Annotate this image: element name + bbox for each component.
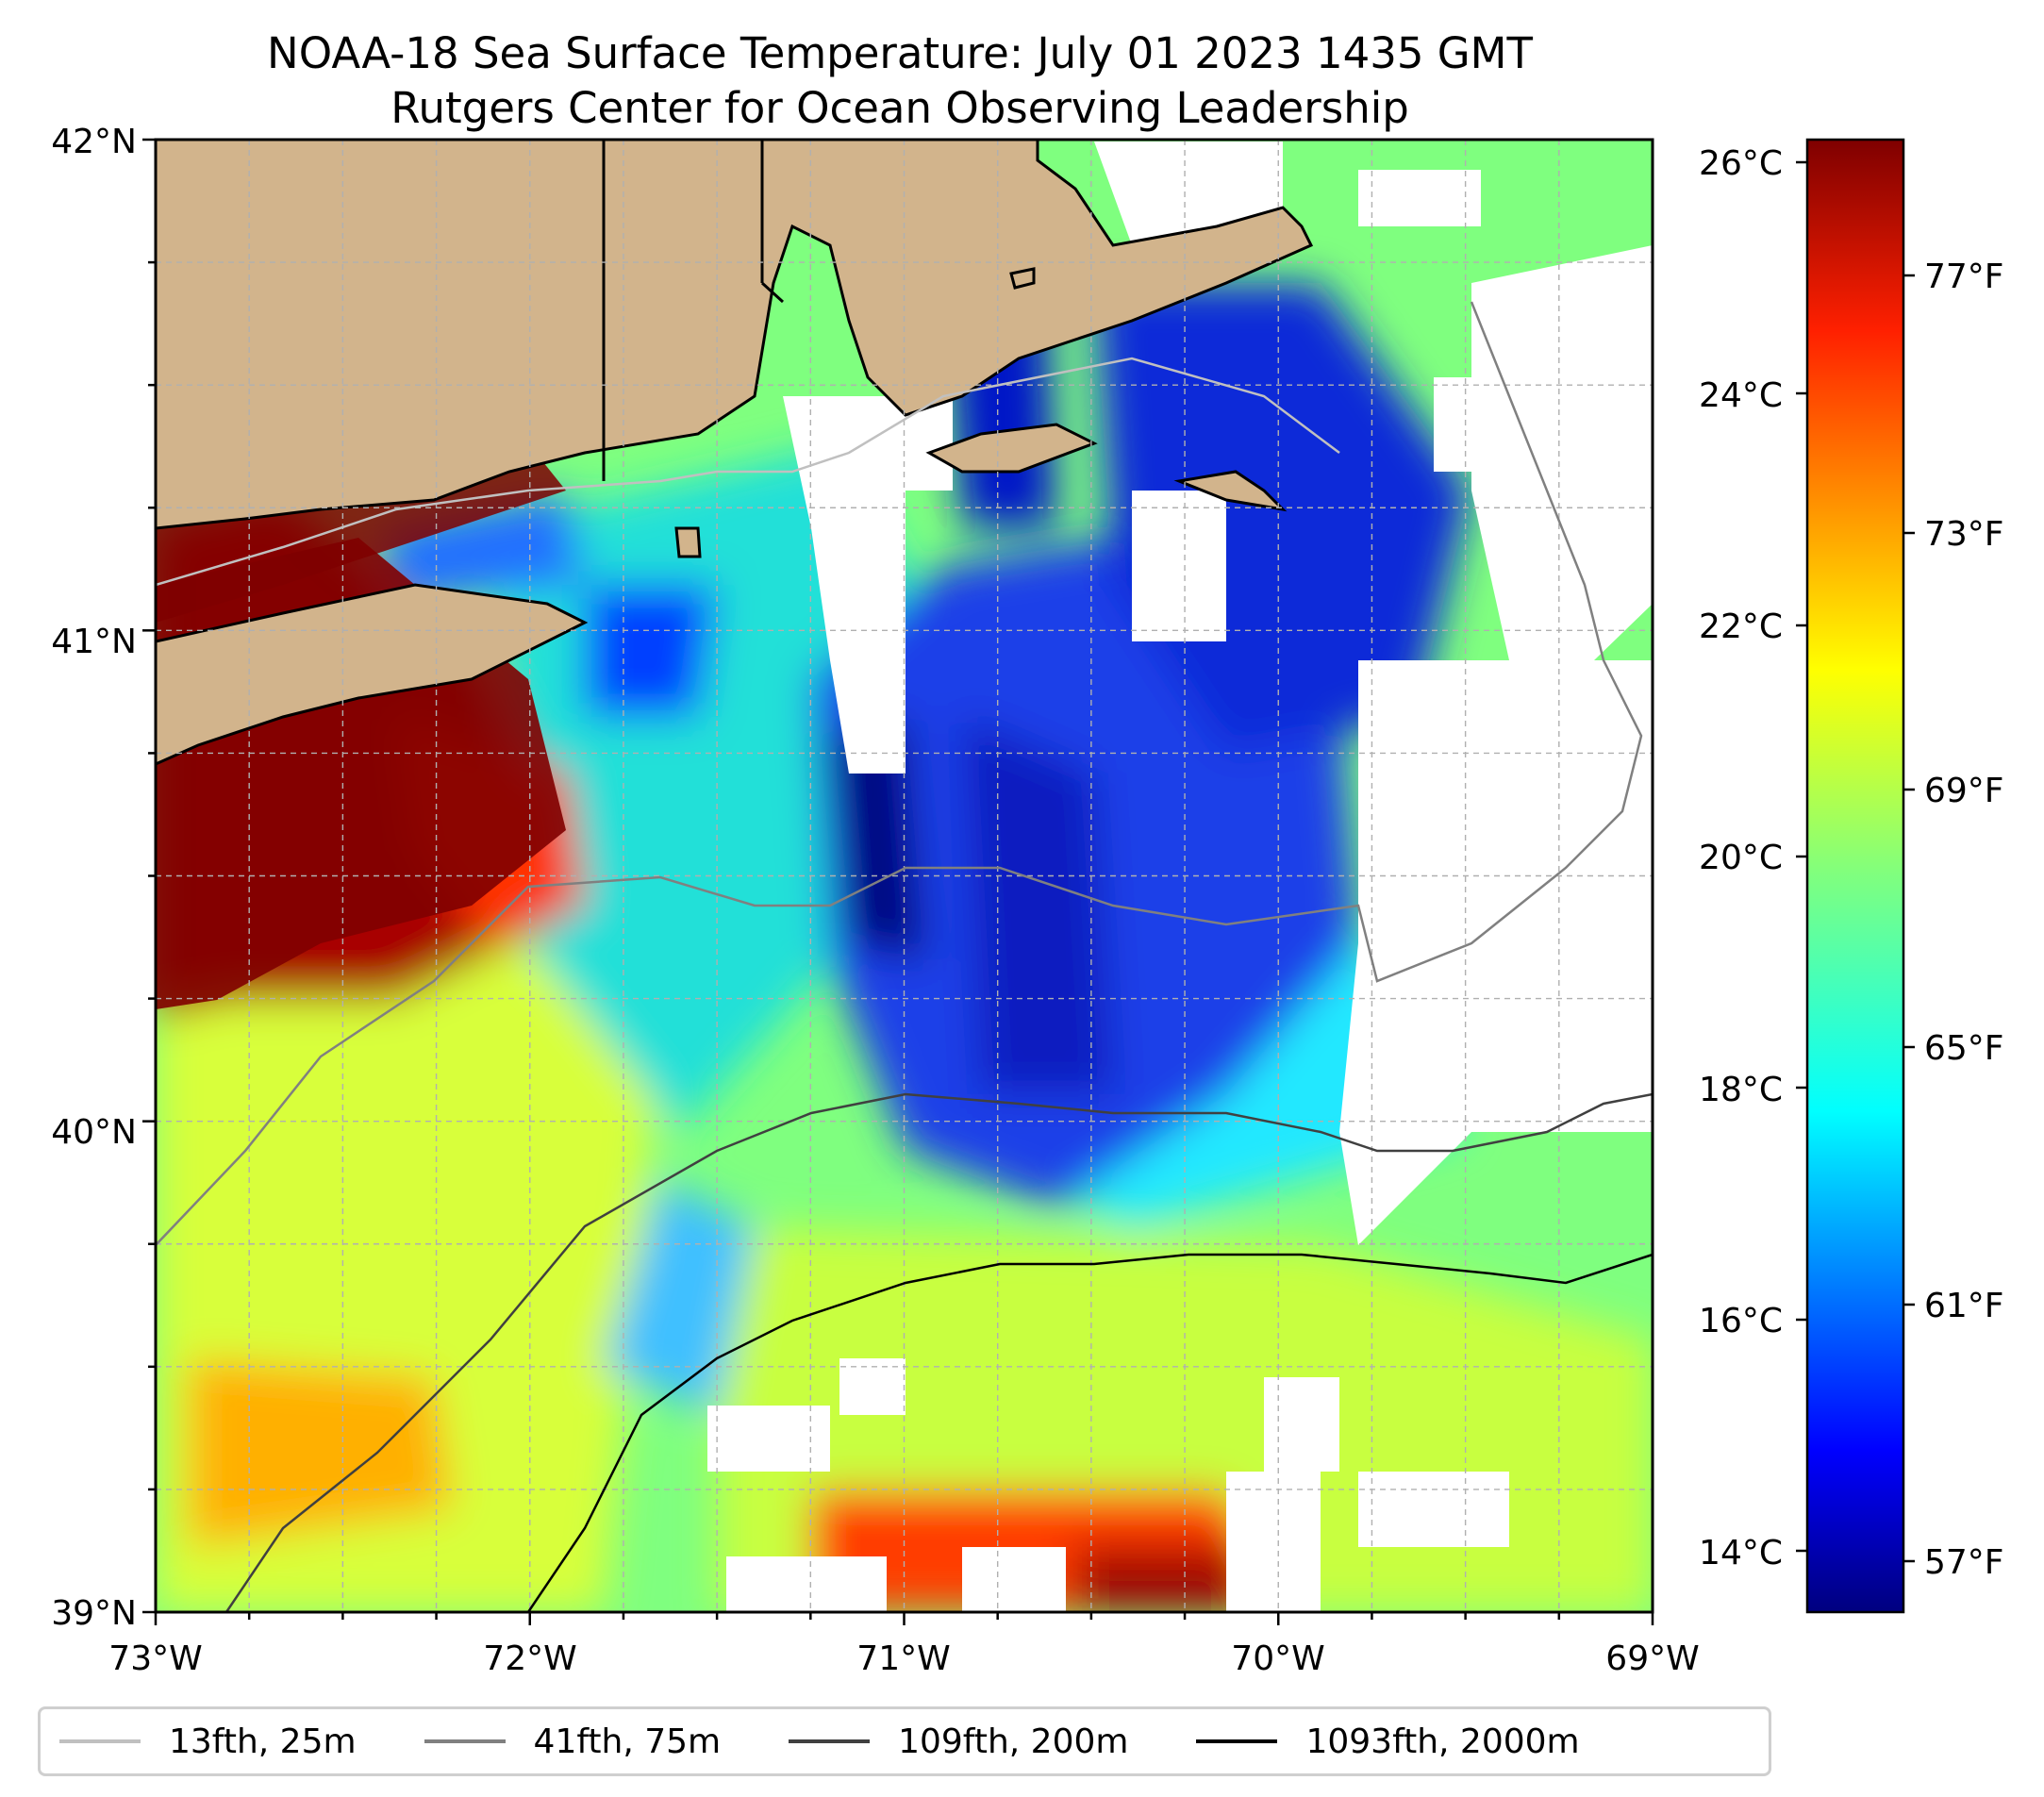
lat-tick-40n: 40°N	[51, 1113, 137, 1152]
isobath-2000m	[526, 1253, 1653, 1612]
lon-tick-labels: 73°W 72°W 71°W 70°W 69°W	[108, 1639, 1699, 1678]
colorbar: 26°C 24°C 22°C 20°C 18°C 16°C 14°C 77°F …	[1699, 138, 2004, 1614]
lat-tick-labels: 42°N 41°N 40°N 39°N	[51, 123, 137, 1633]
lon-tick-70w: 70°W	[1231, 1639, 1324, 1678]
colorbar-gradient	[1805, 138, 1905, 1614]
gridlines	[156, 140, 1653, 1612]
isobath-25m	[156, 357, 1340, 587]
lat-tick-42n: 42°N	[51, 123, 137, 161]
title-line-2: Rutgers Center for Ocean Observing Leade…	[391, 83, 1409, 133]
lon-tick-71w: 71°W	[856, 1639, 950, 1678]
lat-tick-41n: 41°N	[51, 623, 137, 661]
colorbar-fahrenheit-73: 73°F	[1924, 515, 2004, 554]
colorbar-celsius-16: 16°C	[1699, 1302, 1783, 1340]
legend-label-200m: 109fth, 200m	[898, 1722, 1129, 1761]
sst-field	[156, 140, 1653, 1612]
legend-swatch-200m	[789, 1739, 871, 1743]
legend-item-200m: 109fth, 200m	[789, 1722, 1128, 1761]
colorbar-fahrenheit-69: 69°F	[1924, 772, 2004, 810]
legend-label-2000m: 1093fth, 2000m	[1305, 1722, 1580, 1761]
lat-tick-39n: 39°N	[51, 1594, 137, 1633]
colorbar-celsius-24: 24°C	[1699, 376, 1783, 415]
isobath-75m	[156, 301, 1643, 1246]
state-borders	[602, 140, 785, 481]
legend-label-25m: 13fth, 25m	[169, 1722, 357, 1761]
legend-swatch-2000m	[1196, 1739, 1278, 1743]
missing-data-areas	[707, 141, 1653, 1612]
legend-item-2000m: 1093fth, 2000m	[1196, 1722, 1580, 1761]
lon-tick-69w: 69°W	[1605, 1639, 1699, 1678]
colorbar-fahrenheit-77: 77°F	[1924, 258, 2004, 296]
legend-swatch-75m	[424, 1739, 506, 1743]
chart-title: NOAA-18 Sea Surface Temperature: July 01…	[0, 26, 1800, 136]
lon-tick-73w: 73°W	[108, 1639, 202, 1678]
colorbar-celsius-22: 22°C	[1699, 607, 1783, 646]
lon-tick-72w: 72°W	[483, 1639, 576, 1678]
legend-item-75m: 41fth, 75m	[424, 1722, 722, 1761]
axis-ticks	[142, 138, 1654, 1625]
title-line-1: NOAA-18 Sea Surface Temperature: July 01…	[267, 28, 1533, 78]
legend-item-25m: 13fth, 25m	[59, 1722, 357, 1761]
isobaths	[156, 301, 1653, 1612]
colorbar-celsius-20: 20°C	[1699, 839, 1783, 877]
land	[156, 140, 1314, 766]
colorbar-celsius-18: 18°C	[1699, 1071, 1783, 1109]
colorbar-celsius-26: 26°C	[1699, 144, 1783, 183]
isobath-200m	[224, 1092, 1653, 1612]
legend-swatch-25m	[59, 1739, 141, 1743]
colorbar-fahrenheit-61: 61°F	[1924, 1287, 2004, 1325]
legend-label-75m: 41fth, 75m	[533, 1722, 722, 1761]
colorbar-fahrenheit-65: 65°F	[1924, 1029, 2004, 1068]
colorbar-celsius-14: 14°C	[1699, 1534, 1783, 1572]
colorbar-fahrenheit-57: 57°F	[1924, 1543, 2004, 1582]
isobath-legend: 13fth, 25m 41fth, 75m 109fth, 200m 1093f…	[38, 1706, 1771, 1776]
